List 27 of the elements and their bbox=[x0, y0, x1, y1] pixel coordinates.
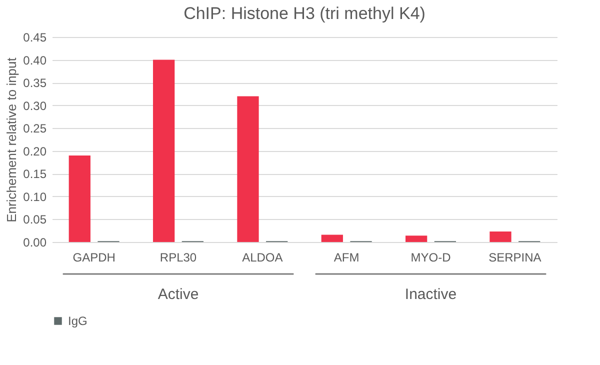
y-tick-label: 0.40 bbox=[23, 53, 47, 68]
y-tick-label: 0.35 bbox=[23, 76, 47, 90]
bar bbox=[490, 232, 512, 242]
y-tick-label: 0.15 bbox=[23, 167, 47, 182]
y-tick-label: 0.25 bbox=[23, 122, 47, 136]
y-tick-label: 0.30 bbox=[23, 98, 47, 113]
y-tick-label: 0.00 bbox=[23, 236, 47, 250]
x-tick-label: ALDOA bbox=[242, 250, 283, 264]
bar bbox=[68, 155, 90, 242]
x-tick-label: MYO-D bbox=[410, 250, 452, 264]
y-tick-label: 0.10 bbox=[23, 190, 47, 204]
y-axis-title: Enrichement relative to input bbox=[4, 57, 20, 222]
x-tick-label: AFM bbox=[334, 250, 360, 264]
legend-label: IgG bbox=[68, 314, 88, 328]
bar bbox=[406, 236, 428, 242]
text: Active bbox=[158, 286, 199, 303]
bar bbox=[321, 234, 343, 242]
chart-title: ChIP: Histone H3 (tri methyl K4) bbox=[184, 4, 426, 23]
x-tick-label: GAPDH bbox=[72, 250, 116, 264]
bar bbox=[153, 60, 175, 242]
x-tick-label: SERPINA bbox=[488, 250, 542, 264]
x-tick-label: RPL30 bbox=[160, 250, 197, 264]
y-tick-label: 0.20 bbox=[23, 144, 47, 158]
bar bbox=[237, 96, 259, 242]
text: Inactive bbox=[404, 286, 457, 303]
y-tick-label: 0.45 bbox=[23, 30, 47, 44]
y-tick-label: 0.05 bbox=[23, 212, 47, 227]
